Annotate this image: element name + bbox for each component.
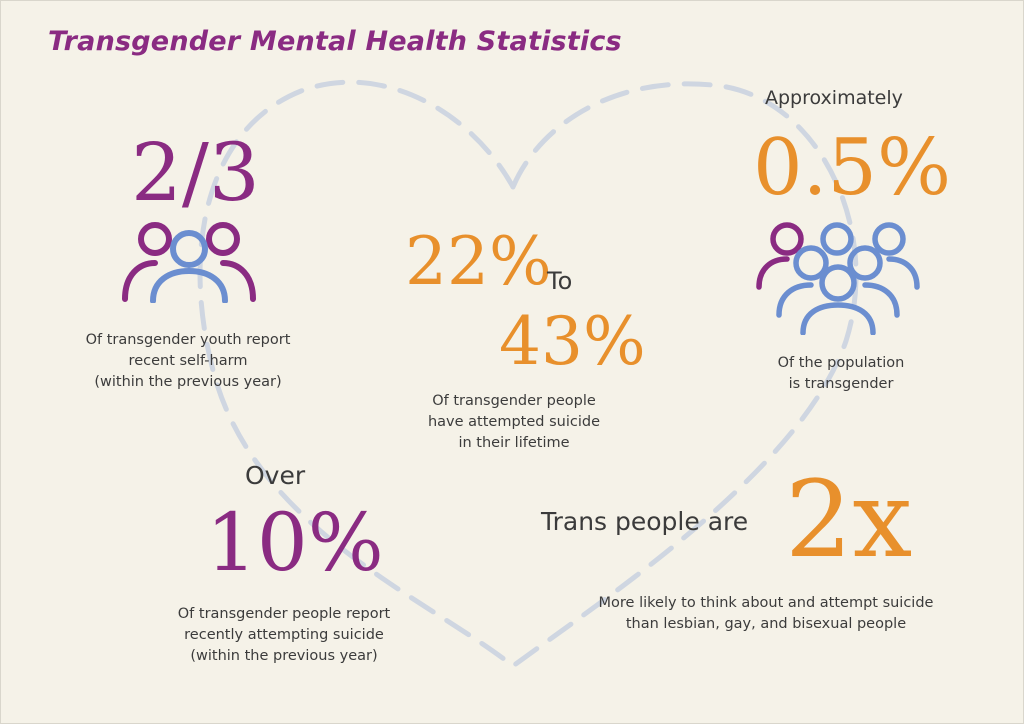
- lifetime-low-value: 22%: [405, 223, 552, 300]
- caption-line: recent self-harm: [128, 353, 248, 369]
- self-harm-value: 2/3: [131, 126, 260, 219]
- crowd-icon: [756, 222, 920, 335]
- people-group-icon: [122, 222, 256, 303]
- page-title: Transgender Mental Health Statistics: [48, 26, 622, 57]
- caption-line: Of the population: [777, 355, 905, 371]
- comparison-caption: More likely to think about and attempt s…: [571, 593, 961, 635]
- caption-line: than lesbian, gay, and bisexual people: [625, 616, 907, 632]
- caption-line: is transgender: [788, 376, 894, 392]
- recent-attempt-value: 10%: [206, 496, 384, 589]
- caption-line: More likely to think about and attempt s…: [598, 595, 934, 611]
- caption-line: in their lifetime: [458, 435, 570, 451]
- caption-line: Of transgender people report: [177, 606, 391, 622]
- self-harm-caption: Of transgender youth report recent self-…: [63, 330, 313, 393]
- lifetime-connector: To: [547, 267, 573, 295]
- comparison-prefix: Trans people are: [541, 507, 749, 536]
- caption-line: (within the previous year): [190, 648, 378, 664]
- lifetime-caption: Of transgender people have attempted sui…: [399, 391, 629, 454]
- lifetime-high-value: 43%: [499, 303, 646, 380]
- population-prefix: Approximately: [765, 87, 903, 109]
- caption-line: Of transgender youth report: [85, 332, 291, 348]
- recent-attempt-prefix: Over: [245, 461, 306, 490]
- comparison-value: 2x: [785, 458, 913, 581]
- caption-line: have attempted suicide: [427, 414, 600, 430]
- population-caption: Of the population is transgender: [741, 353, 941, 395]
- recent-attempt-caption: Of transgender people report recently at…: [149, 604, 419, 667]
- population-value: 0.5%: [753, 123, 952, 213]
- caption-line: Of transgender people: [432, 393, 596, 409]
- caption-line: recently attempting suicide: [184, 627, 384, 643]
- caption-line: (within the previous year): [94, 374, 282, 390]
